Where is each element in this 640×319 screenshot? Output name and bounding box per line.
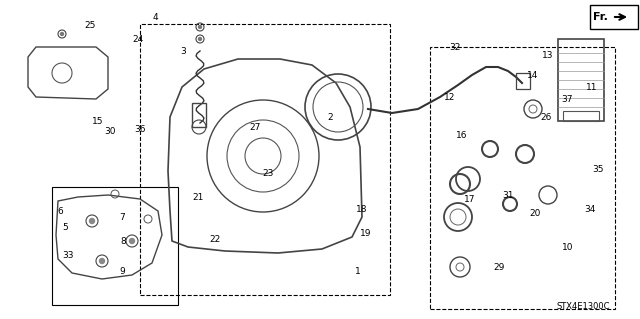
Text: 10: 10 — [563, 243, 573, 253]
Text: 32: 32 — [449, 43, 461, 53]
Text: 19: 19 — [360, 229, 372, 239]
Circle shape — [90, 219, 95, 224]
Circle shape — [198, 38, 202, 41]
Text: 1: 1 — [355, 268, 361, 277]
Text: 36: 36 — [134, 125, 146, 135]
Circle shape — [198, 26, 202, 28]
Text: 33: 33 — [62, 250, 74, 259]
Text: 12: 12 — [444, 93, 456, 102]
Text: 8: 8 — [120, 238, 126, 247]
Text: 37: 37 — [561, 95, 573, 105]
Text: 30: 30 — [104, 128, 116, 137]
Text: 22: 22 — [209, 235, 221, 244]
Text: 7: 7 — [119, 213, 125, 222]
Text: 3: 3 — [180, 48, 186, 56]
Text: 25: 25 — [84, 21, 96, 31]
Text: 4: 4 — [152, 13, 158, 23]
Text: 5: 5 — [62, 224, 68, 233]
Text: Fr.: Fr. — [593, 12, 608, 22]
Bar — [516, 73, 530, 89]
Text: 27: 27 — [250, 123, 260, 132]
Text: 17: 17 — [464, 196, 476, 204]
Text: 29: 29 — [493, 263, 505, 272]
Text: 6: 6 — [57, 207, 63, 217]
Text: 9: 9 — [119, 268, 125, 277]
Circle shape — [129, 239, 134, 243]
Bar — [558, 39, 604, 121]
Circle shape — [99, 258, 104, 263]
Bar — [192, 103, 206, 127]
Circle shape — [61, 33, 63, 35]
Text: 15: 15 — [92, 117, 104, 127]
Text: 24: 24 — [132, 35, 143, 44]
Text: 13: 13 — [542, 51, 554, 61]
Text: 18: 18 — [356, 205, 368, 214]
Bar — [590, 5, 638, 29]
Text: 21: 21 — [192, 194, 204, 203]
Text: 26: 26 — [540, 114, 552, 122]
Text: 16: 16 — [456, 131, 468, 140]
Text: 34: 34 — [584, 205, 596, 214]
Text: 11: 11 — [586, 84, 598, 93]
Text: 20: 20 — [529, 210, 541, 219]
Bar — [563, 111, 599, 121]
Text: 35: 35 — [592, 166, 604, 174]
Text: 31: 31 — [502, 191, 514, 201]
Text: STX4E1300C: STX4E1300C — [557, 302, 610, 311]
Text: 2: 2 — [327, 114, 333, 122]
Text: 14: 14 — [527, 71, 539, 80]
Text: 23: 23 — [262, 169, 274, 179]
